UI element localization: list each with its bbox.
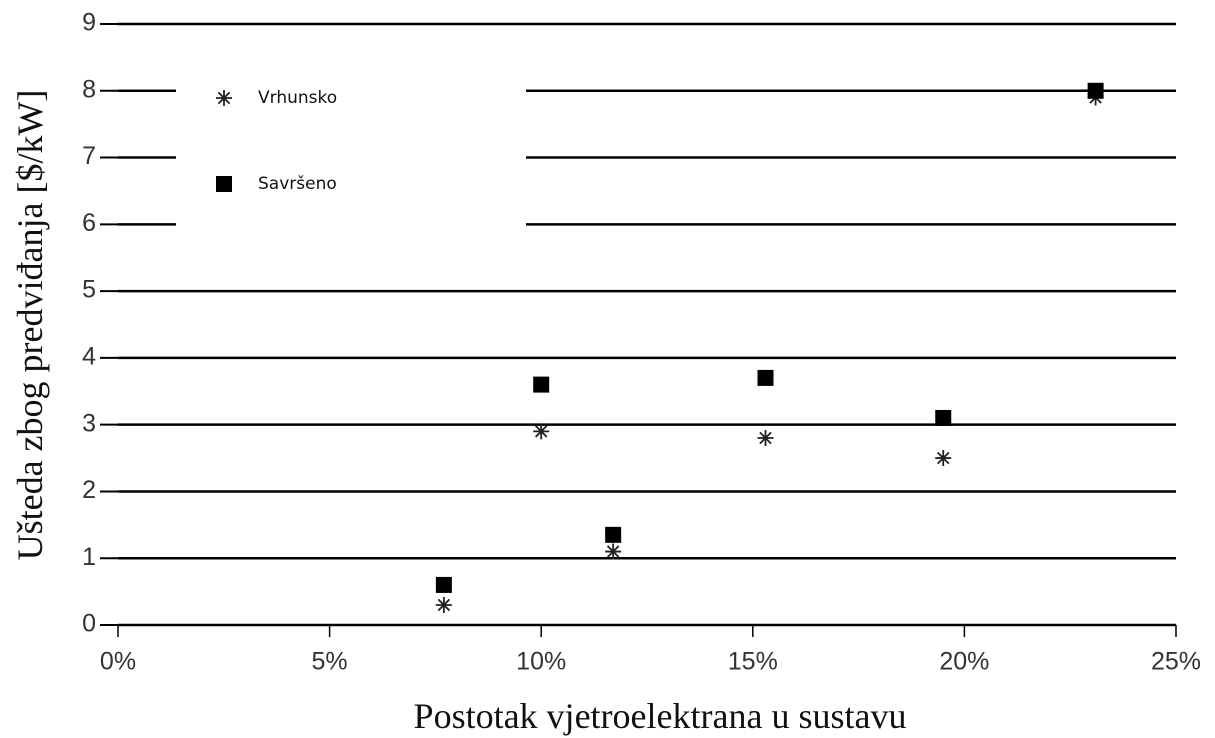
square-marker: [935, 409, 952, 426]
legend-label: Vrhunsko: [258, 88, 337, 108]
legend-marker: [216, 90, 232, 106]
y-tick-label: 5: [82, 276, 96, 304]
asterisk-marker: [935, 450, 952, 467]
legend-marker: [216, 176, 232, 192]
y-tick-label: 9: [82, 9, 96, 37]
y-tick-label: 7: [82, 142, 96, 170]
y-tick-label: 6: [82, 209, 96, 237]
y-tick-label: 2: [82, 476, 96, 504]
x-tick-label: 0%: [100, 648, 136, 676]
y-tick-label: 1: [82, 543, 96, 571]
x-tick-label: 5%: [312, 648, 348, 676]
square-marker: [435, 576, 452, 593]
y-tick-label: 3: [82, 409, 96, 437]
y-axis-title: Ušteda zbog predviđanja [$/kW]: [10, 90, 50, 561]
y-tick-label: 8: [82, 75, 96, 103]
legend-label: Savršeno: [258, 174, 337, 194]
asterisk-marker: [757, 430, 774, 447]
asterisk-marker: [533, 423, 550, 440]
x-axis-title: Postotak vjetroelektrana u sustavu: [414, 696, 907, 736]
asterisk-marker: [605, 543, 622, 560]
x-tick-label: 20%: [939, 648, 989, 676]
square-marker: [1087, 82, 1104, 99]
legend-box: [176, 62, 526, 238]
square-marker: [757, 369, 774, 386]
y-tick-label: 0: [82, 610, 96, 638]
x-tick-label: 15%: [728, 648, 778, 676]
y-tick-label: 4: [82, 342, 96, 370]
x-tick-label: 10%: [516, 648, 566, 676]
x-tick-label: 25%: [1151, 648, 1201, 676]
square-marker: [533, 376, 550, 393]
square-marker: [605, 526, 622, 543]
asterisk-marker: [435, 596, 452, 613]
